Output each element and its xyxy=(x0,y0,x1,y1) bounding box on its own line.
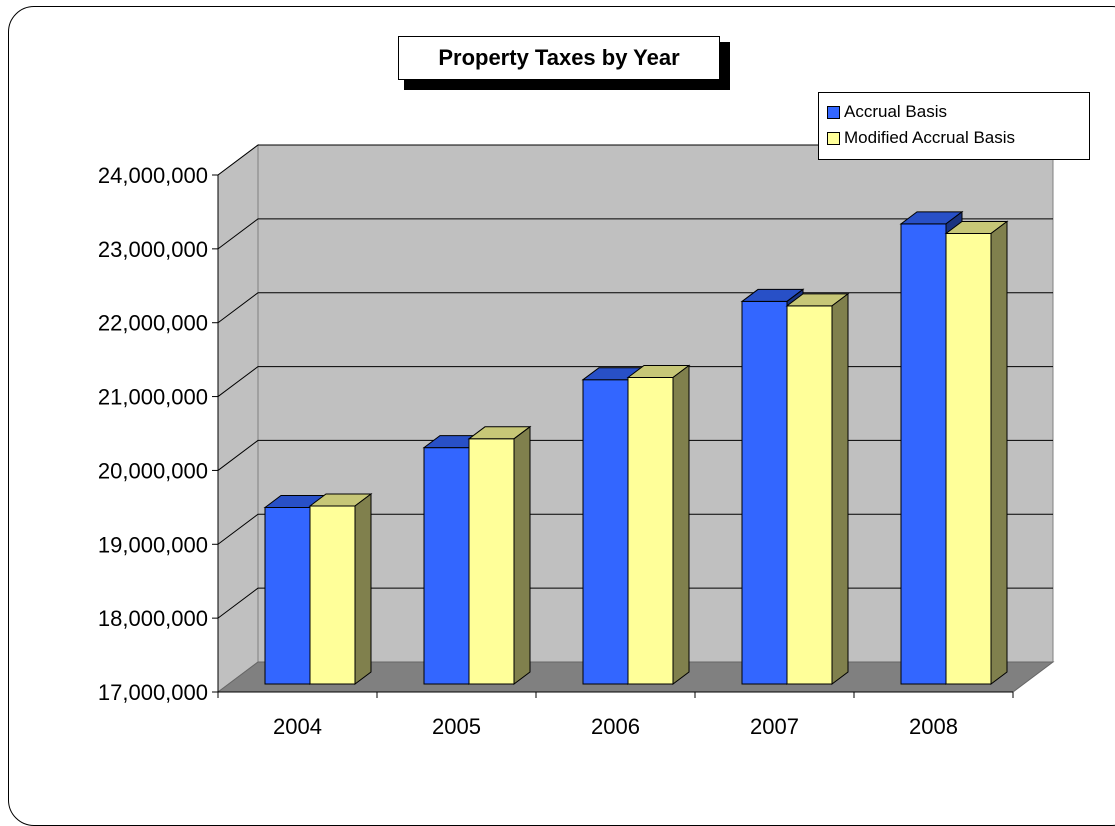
bar-modified-accrual-basis-2005 xyxy=(468,438,515,685)
bars xyxy=(263,210,1009,685)
legend: Accrual Basis Modified Accrual Basis xyxy=(818,92,1090,160)
bar-modified-accrual-basis-2006 xyxy=(627,376,674,685)
legend-label-modified-accrual: Modified Accrual Basis xyxy=(844,128,1016,147)
legend-swatch-accrual xyxy=(827,105,840,119)
y-tick-label: 20,000,000 xyxy=(98,458,208,483)
x-tick-label-2008: 2008 xyxy=(909,714,958,739)
gridline xyxy=(217,144,1053,176)
y-tick-label: 24,000,000 xyxy=(98,163,208,188)
bar-side-modified-accrual-basis-2004 xyxy=(354,493,372,685)
y-tick-label: 23,000,000 xyxy=(98,237,208,262)
x-tick-label-2005: 2005 xyxy=(432,714,481,739)
gridline xyxy=(217,218,1053,250)
bar-side-modified-accrual-basis-2007 xyxy=(831,292,849,685)
side-wall xyxy=(217,144,259,693)
axes: 17,000,000 18,000,000 19,000,000 20,000,000… xyxy=(98,163,1014,739)
chart-plot: 17,000,000 18,000,000 19,000,000 20,000,000… xyxy=(98,144,1055,739)
y-tick-label: 22,000,000 xyxy=(98,311,208,336)
bar-side-modified-accrual-basis-2008 xyxy=(990,220,1008,685)
y-tick-label: 19,000,000 xyxy=(98,532,208,557)
x-tick-label-2006: 2006 xyxy=(591,714,640,739)
bar-side-modified-accrual-basis-2006 xyxy=(672,364,690,685)
x-tick-label-2004: 2004 xyxy=(273,714,322,739)
y-tick-label: 18,000,000 xyxy=(98,606,208,631)
bar-modified-accrual-basis-2008 xyxy=(945,232,992,685)
bar-accrual-basis-2008 xyxy=(900,223,947,685)
bar-modified-accrual-basis-2004 xyxy=(309,505,356,685)
bar-accrual-basis-2007 xyxy=(741,300,788,685)
bar-accrual-basis-2006 xyxy=(582,379,629,685)
bar-accrual-basis-2004 xyxy=(264,506,311,685)
legend-item-modified-accrual: Modified Accrual Basis xyxy=(827,125,1081,151)
x-tick-label-2007: 2007 xyxy=(750,714,799,739)
legend-label-accrual: Accrual Basis xyxy=(844,102,947,121)
y-tick-label: 17,000,000 xyxy=(98,680,208,705)
bar-accrual-basis-2005 xyxy=(423,447,470,685)
chart-title: Property Taxes by Year xyxy=(398,36,720,80)
legend-swatch-modified-accrual xyxy=(827,131,840,145)
bar-side-modified-accrual-basis-2005 xyxy=(513,425,531,685)
legend-item-accrual: Accrual Basis xyxy=(827,99,1081,125)
y-tick-label: 21,000,000 xyxy=(98,385,208,410)
bar-modified-accrual-basis-2007 xyxy=(786,305,833,685)
